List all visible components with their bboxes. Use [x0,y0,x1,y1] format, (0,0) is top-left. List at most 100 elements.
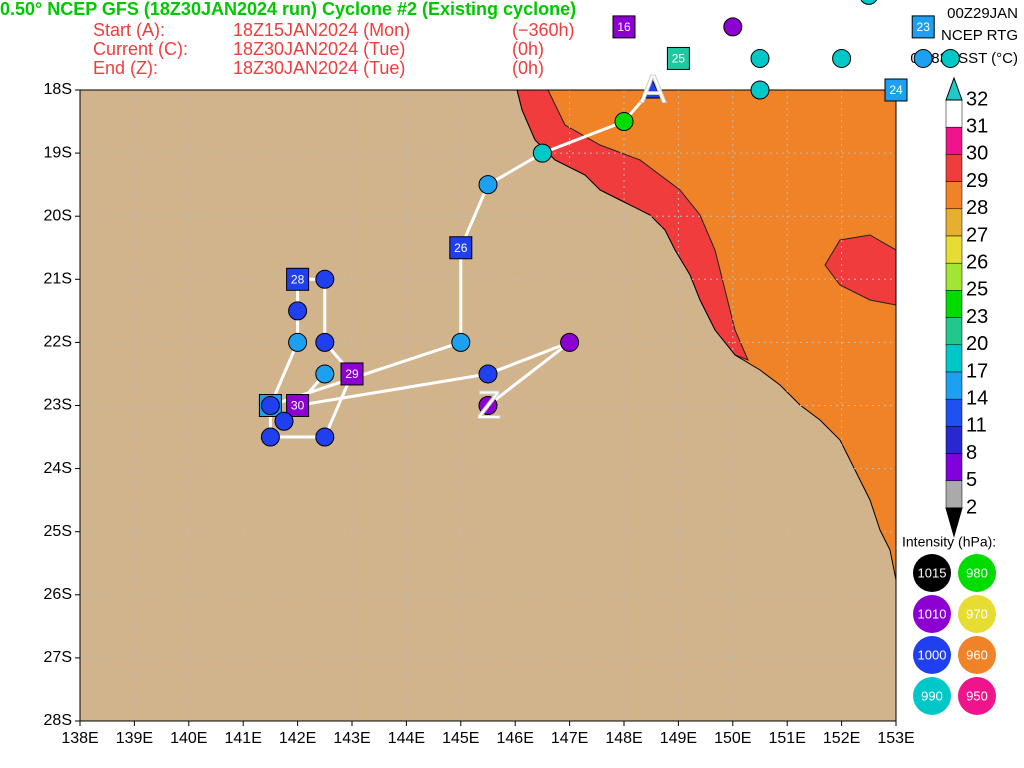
track-point [315,427,335,447]
colorbar-band [945,426,963,454]
intensity-label: 1015 [918,565,947,580]
track-day-label: 24 [889,83,903,97]
colorbar-label: 28 [966,197,988,219]
track-point [913,48,933,68]
track-triangle [640,76,663,99]
track-line [267,89,653,439]
track-point [315,269,335,289]
intensity-swatch [958,677,996,715]
y-tick-label: 28S [44,712,72,729]
colorbar-band [945,480,963,509]
track-point [532,143,552,163]
end-marker: Z [477,384,501,428]
colorbar-band [945,99,963,128]
colorbar-label: 29 [966,170,988,192]
colorbar-label: 23 [966,306,988,328]
sst-title: 0.083° SST (°C) [910,50,1018,67]
intensity-swatch [913,595,951,633]
track-point [478,175,498,195]
start-offset: (−360h) [512,20,575,40]
x-tick-label: 138E [61,730,98,747]
intensity-swatch [913,636,951,674]
grid [80,90,896,721]
track-point [750,48,770,68]
sst-source: NCEP RTG [941,27,1018,44]
track-square [884,78,908,102]
track-point [614,112,634,132]
intensity-label: 970 [966,606,988,621]
track-point [451,332,471,352]
intensity-swatch [913,554,951,592]
track-day-label: 30 [291,399,305,413]
colorbar-label: 32 [966,88,988,110]
track-point [860,0,878,5]
track-point [260,427,280,447]
track-square [286,394,310,417]
intensity-label: 1000 [918,647,947,662]
track-point [315,332,335,352]
colorbar-label: 30 [966,143,988,165]
track-square [286,267,310,291]
x-tick-label: 143E [333,730,370,747]
x-tick-label: 148E [605,730,642,747]
intensity-swatch [913,677,951,715]
track-point [723,17,743,37]
track-square [612,15,636,39]
colorbar-label: 17 [966,360,988,382]
colorbar-label: 14 [966,387,988,409]
current-offset: (0h) [512,39,544,59]
current-label: Current (C): [93,39,188,59]
colorbar-band [945,317,963,346]
x-tick-label: 141E [225,730,262,747]
track-day-label: 29 [345,367,359,381]
colorbar-label: 26 [966,251,988,273]
colorbar-band [945,262,963,291]
track-day-label: 26 [454,241,468,255]
y-tick-label: 26S [44,586,72,603]
colorbar-label: 27 [966,224,988,246]
colorbar-label: 25 [966,279,988,301]
y-tick-label: 19S [44,144,72,161]
track-point [832,48,852,68]
track-square [666,46,690,70]
colorbar-band [945,371,963,400]
intensity-swatch [958,554,996,592]
intensity-swatch [958,636,996,674]
x-tick-label: 140E [170,730,207,747]
intensity-label: 980 [966,565,988,580]
track-point [478,396,498,415]
track-point [750,80,770,100]
track-day-label: 28 [291,272,305,286]
start-label: Start (A): [93,20,165,40]
track-point [260,396,280,415]
x-tick-label: 145E [442,730,479,747]
track-square [911,15,935,39]
y-tick-label: 21S [44,271,72,288]
current-time: 18Z30JAN2024 (Tue) [233,39,405,59]
intensity-label: 960 [966,647,988,662]
colorbar-label: 5 [966,469,977,491]
colorbar-band [945,398,963,427]
x-tick-label: 150E [714,730,751,747]
x-tick-label: 146E [497,730,534,747]
colorbar-label: 11 [966,415,987,437]
end-time: 18Z30JAN2024 (Tue) [233,58,405,78]
sst-warm-patch [824,234,896,306]
x-tick-label: 147E [551,730,588,747]
x-tick-label: 142E [279,730,316,747]
colorbar-band [945,235,963,264]
y-tick-label: 22S [44,334,72,351]
y-tick-label: 23S [44,397,72,414]
colorbar-band [945,290,963,318]
track-point [288,301,308,321]
start-time: 18Z15JAN2024 (Mon) [233,20,410,40]
y-tick-label: 18S [44,81,72,98]
colorbar-band [945,208,963,237]
intensity-swatch [958,595,996,633]
colorbar-band [945,344,963,373]
colorbar-label: 2 [966,496,977,518]
colorbar-label: 20 [966,333,988,355]
colorbar-band [945,453,963,482]
y-tick-label: 27S [44,649,72,666]
